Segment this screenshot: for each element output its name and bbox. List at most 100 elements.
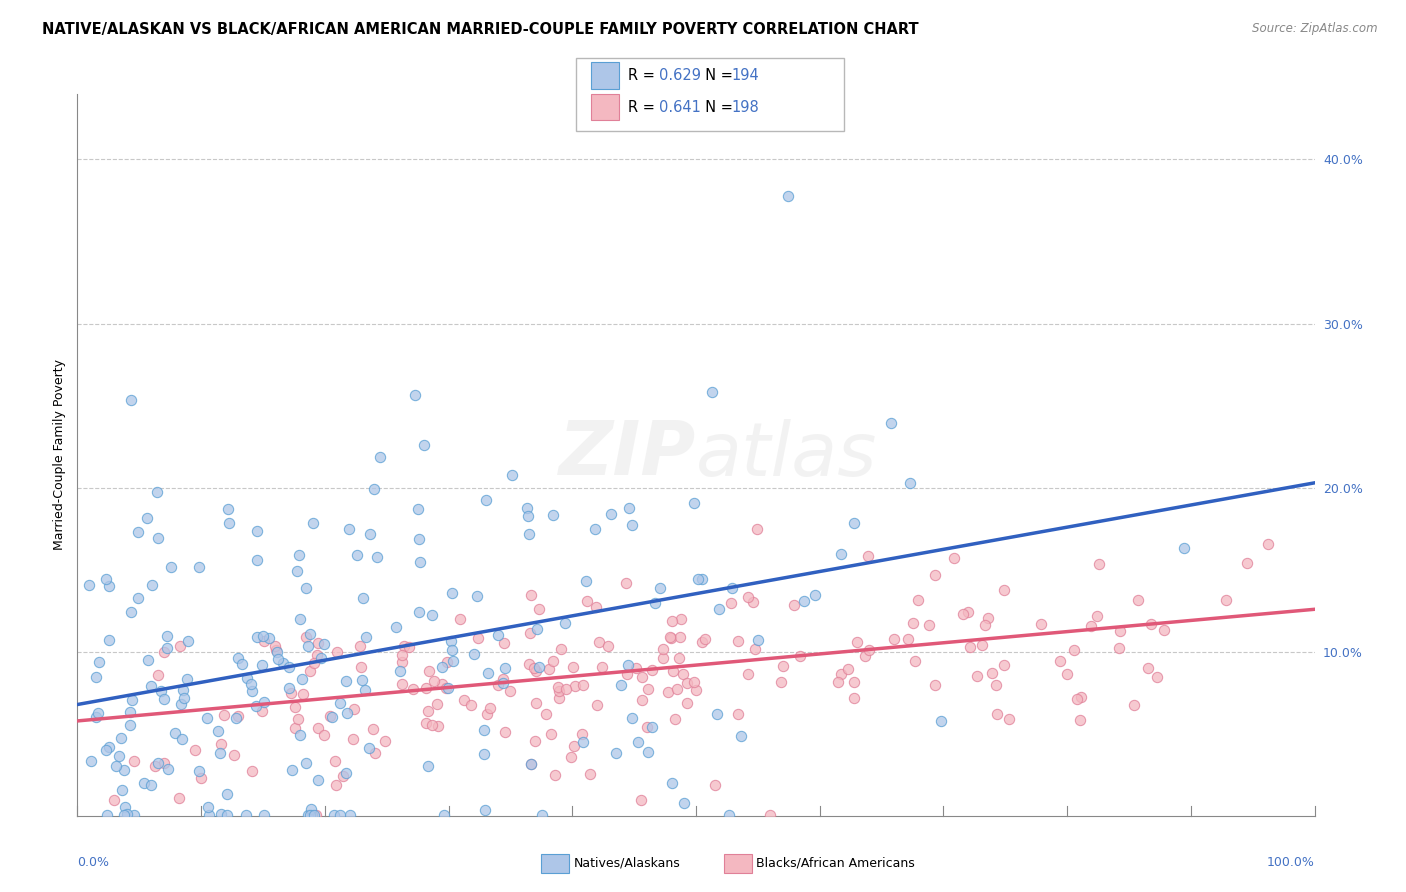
Point bbox=[720, 581, 742, 595]
Point bbox=[492, 673, 515, 687]
Point bbox=[547, 680, 569, 694]
Point bbox=[561, 660, 583, 674]
Point bbox=[252, 807, 274, 822]
Point bbox=[1066, 692, 1088, 706]
Point bbox=[844, 675, 866, 690]
Point bbox=[1139, 617, 1161, 632]
Point bbox=[402, 682, 425, 697]
Point bbox=[197, 807, 219, 822]
Point bbox=[288, 549, 311, 563]
Point bbox=[554, 616, 576, 631]
Point bbox=[772, 658, 794, 673]
Point bbox=[519, 625, 541, 640]
Point bbox=[571, 727, 593, 741]
Point bbox=[385, 620, 408, 634]
Point bbox=[523, 660, 546, 674]
Point bbox=[84, 710, 107, 724]
Point bbox=[692, 572, 714, 586]
Point bbox=[141, 577, 163, 591]
Point bbox=[970, 639, 993, 653]
Text: 0.0%: 0.0% bbox=[77, 856, 110, 869]
Point bbox=[467, 631, 489, 645]
Point bbox=[453, 693, 475, 707]
Point bbox=[363, 482, 385, 496]
Point bbox=[246, 630, 269, 644]
Point bbox=[830, 547, 852, 561]
Point bbox=[494, 661, 516, 675]
Point bbox=[187, 764, 209, 778]
Point bbox=[440, 585, 463, 599]
Point bbox=[325, 778, 347, 792]
Point bbox=[550, 641, 572, 656]
Text: 0.629: 0.629 bbox=[659, 69, 702, 83]
Text: R =: R = bbox=[628, 100, 659, 114]
Point bbox=[97, 633, 120, 648]
Point bbox=[257, 631, 280, 645]
Point bbox=[246, 553, 269, 567]
Point bbox=[1031, 617, 1053, 632]
Point bbox=[637, 745, 659, 759]
Point bbox=[856, 549, 879, 564]
Point bbox=[1108, 641, 1130, 656]
Point bbox=[747, 633, 769, 648]
Point bbox=[993, 658, 1015, 673]
Point bbox=[120, 392, 142, 407]
Point bbox=[87, 655, 110, 669]
Point bbox=[460, 698, 482, 713]
Point bbox=[783, 598, 806, 612]
Point bbox=[278, 659, 301, 673]
Point bbox=[494, 725, 516, 739]
Point bbox=[432, 660, 454, 674]
Point bbox=[659, 631, 682, 645]
Point bbox=[540, 726, 562, 740]
Point bbox=[997, 712, 1019, 726]
Point bbox=[585, 599, 607, 614]
Point bbox=[1128, 592, 1150, 607]
Point bbox=[145, 759, 167, 773]
Point bbox=[326, 645, 349, 659]
Point bbox=[312, 728, 335, 742]
Point bbox=[307, 772, 329, 787]
Point bbox=[422, 608, 444, 623]
Point bbox=[250, 658, 273, 673]
Point bbox=[744, 642, 766, 657]
Point bbox=[368, 450, 391, 464]
Point bbox=[830, 666, 852, 681]
Point bbox=[845, 634, 868, 648]
Point bbox=[190, 772, 212, 786]
Point bbox=[122, 754, 145, 768]
Point bbox=[415, 681, 437, 696]
Point bbox=[354, 630, 377, 644]
Point bbox=[153, 645, 176, 659]
Point bbox=[231, 657, 253, 671]
Point bbox=[218, 516, 240, 530]
Point bbox=[1236, 556, 1258, 570]
Point bbox=[617, 501, 640, 516]
Point bbox=[94, 572, 117, 586]
Text: R =: R = bbox=[628, 69, 659, 83]
Point bbox=[918, 618, 941, 632]
Point bbox=[266, 645, 288, 659]
Point bbox=[292, 687, 315, 701]
Point bbox=[391, 648, 413, 662]
Point bbox=[120, 718, 142, 732]
Point bbox=[305, 807, 328, 822]
Point bbox=[236, 671, 259, 685]
Point bbox=[526, 622, 548, 636]
Point bbox=[408, 555, 430, 569]
Point bbox=[217, 502, 239, 516]
Point bbox=[349, 639, 371, 653]
Point bbox=[319, 709, 342, 723]
Point bbox=[437, 681, 460, 696]
Point bbox=[1153, 623, 1175, 637]
Point bbox=[433, 807, 456, 822]
Point bbox=[302, 516, 325, 530]
Text: Natives/Alaskans: Natives/Alaskans bbox=[574, 857, 681, 870]
Point bbox=[610, 678, 633, 692]
Point bbox=[959, 640, 981, 654]
Point bbox=[305, 648, 328, 663]
Point bbox=[271, 656, 294, 670]
Point bbox=[413, 438, 436, 452]
Point bbox=[981, 666, 1004, 681]
Point bbox=[693, 632, 716, 646]
